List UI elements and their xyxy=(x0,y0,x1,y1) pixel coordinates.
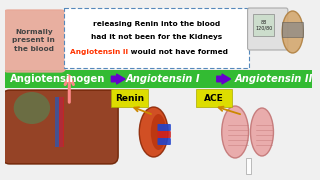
Text: Angiotensinogen: Angiotensinogen xyxy=(10,74,106,84)
Bar xyxy=(5,70,312,88)
FancyBboxPatch shape xyxy=(55,97,63,147)
FancyArrowPatch shape xyxy=(111,74,125,84)
FancyBboxPatch shape xyxy=(2,90,118,164)
Ellipse shape xyxy=(282,11,303,53)
Ellipse shape xyxy=(251,108,274,156)
Text: 88
120/80: 88 120/80 xyxy=(255,20,273,30)
Text: Renin: Renin xyxy=(115,93,144,102)
FancyBboxPatch shape xyxy=(59,97,64,147)
FancyBboxPatch shape xyxy=(248,8,288,50)
Ellipse shape xyxy=(14,92,50,124)
FancyBboxPatch shape xyxy=(111,89,148,107)
Text: Normally
present in
the blood: Normally present in the blood xyxy=(12,28,55,51)
FancyBboxPatch shape xyxy=(157,124,171,131)
FancyBboxPatch shape xyxy=(246,158,252,174)
FancyBboxPatch shape xyxy=(3,10,66,72)
FancyBboxPatch shape xyxy=(157,131,171,138)
Text: Angiotensin II: Angiotensin II xyxy=(70,49,128,55)
Ellipse shape xyxy=(151,114,166,150)
Text: Angiotensin II: Angiotensin II xyxy=(234,74,313,84)
Ellipse shape xyxy=(139,107,168,157)
Text: Angiotensin I: Angiotensin I xyxy=(126,74,201,84)
Text: ACE: ACE xyxy=(204,93,224,102)
Text: had it not been for the Kidneys: had it not been for the Kidneys xyxy=(91,34,222,40)
FancyBboxPatch shape xyxy=(253,14,275,36)
FancyBboxPatch shape xyxy=(65,8,249,68)
Text: would not have formed: would not have formed xyxy=(128,49,228,55)
FancyBboxPatch shape xyxy=(157,138,171,145)
FancyBboxPatch shape xyxy=(196,89,232,107)
FancyArrowPatch shape xyxy=(217,74,230,84)
Ellipse shape xyxy=(222,106,249,158)
Text: releasing Renin into the blood: releasing Renin into the blood xyxy=(93,21,220,27)
FancyBboxPatch shape xyxy=(282,22,303,37)
